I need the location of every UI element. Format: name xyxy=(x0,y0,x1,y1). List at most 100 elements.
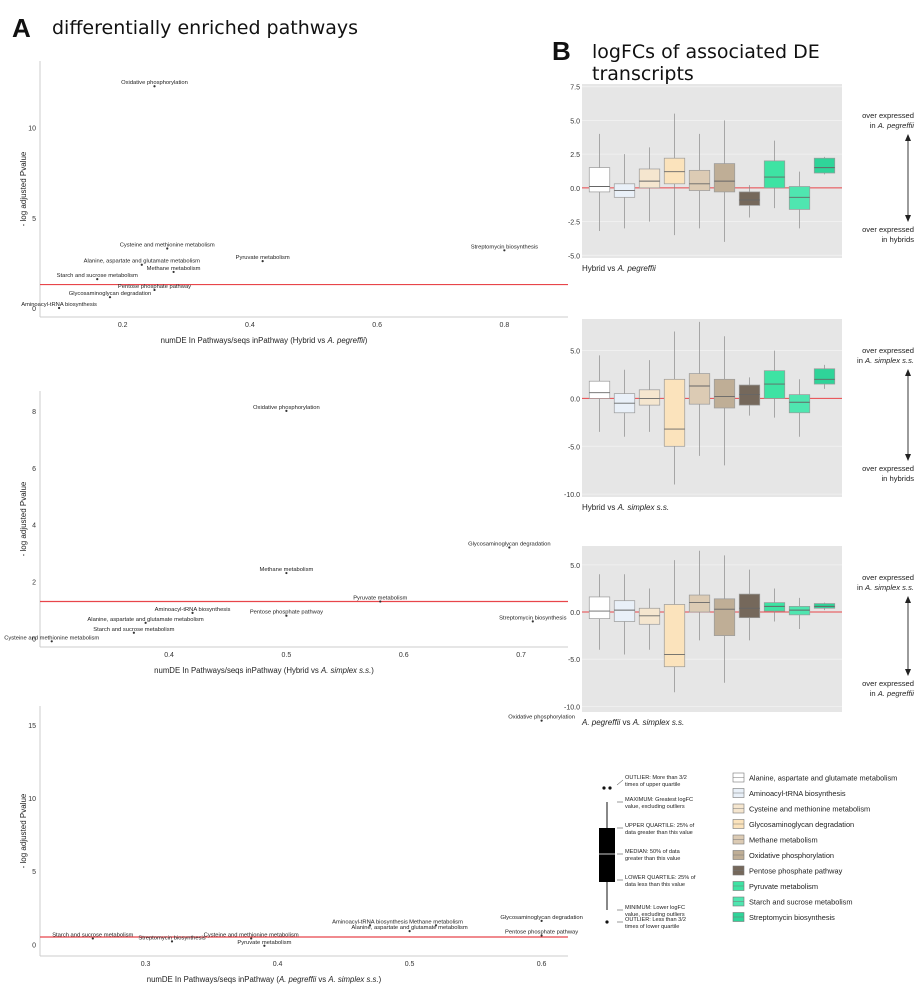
x-axis-title: A. pegreffii vs A. simplex s.s. xyxy=(581,718,684,727)
key-connector xyxy=(616,779,624,786)
point-label: Pyruvate metabolism xyxy=(237,940,291,946)
data-point xyxy=(166,247,169,250)
data-point xyxy=(540,934,543,937)
scatter-plot-hybrid-vs-simplex: 0 2 4 6 8 0.4 0.5 0.6 0.7 Oxidative phosphorylati… xyxy=(4,391,568,675)
x-tick-label: 0.6 xyxy=(537,961,547,968)
panel-a-letter: A xyxy=(12,13,31,43)
data-point xyxy=(57,306,61,310)
key-text: MINIMUM: Lower logFC xyxy=(625,905,685,911)
x-axis-title: numDE In Pathways/seqs inPathway (Hybrid… xyxy=(154,666,374,675)
scatter-plot-pegreffii-vs-simplex: 0 5 10 15 0.3 0.4 0.5 0.6 Oxidative phosphorylat… xyxy=(19,706,583,984)
key-text: value, excluding outliers xyxy=(625,804,685,810)
legend-label: Alanine, aspartate and glutamate metabol… xyxy=(749,774,897,783)
y-tick-label: 7.5 xyxy=(570,85,580,92)
point-label: Aminoacyl-tRNA biosynthesis xyxy=(155,607,231,613)
data-point xyxy=(250,937,253,940)
data-point xyxy=(285,571,288,575)
arrow-up-head xyxy=(905,596,911,603)
panel-b-title: logFCs of associated DE transcripts xyxy=(592,41,820,85)
legend-label: Streptomycin biosynthesis xyxy=(749,913,835,922)
point-label: Oxidative phosphorylation xyxy=(253,405,320,411)
x-tick-label: 0.2 xyxy=(118,322,128,329)
point-label: Oxidative phosphorylation xyxy=(508,715,575,721)
key-text: LOWER QUARTILE: 25% of xyxy=(625,875,696,881)
data-point xyxy=(140,263,143,266)
box xyxy=(738,593,761,619)
x-tick-label: 0.5 xyxy=(405,961,415,968)
lower-note-line2: in hybrids xyxy=(882,474,915,483)
point-label: Pentose phosphate pathway xyxy=(505,930,578,936)
box xyxy=(738,384,761,406)
lower-note-line1: over expressed xyxy=(862,464,914,473)
y-axis-title: - log adjusted Pvalue xyxy=(19,481,28,556)
legend-label: Pyruvate metabolism xyxy=(749,882,818,891)
data-point xyxy=(108,296,112,299)
point-label: Streptomycin biosynthesis xyxy=(471,244,538,250)
key-text: times of lower quartile xyxy=(625,924,679,930)
legend-label: Aminoacyl-tRNA biosynthesis xyxy=(749,789,846,798)
lower-note-line2: in hybrids xyxy=(882,235,915,244)
upper-note-line1: over expressed xyxy=(862,346,914,355)
arrow-down-head xyxy=(905,454,911,461)
panel-a-title: differentially enriched pathways xyxy=(52,17,359,39)
y-tick-label: -5.0 xyxy=(568,657,580,664)
box xyxy=(713,598,736,636)
x-tick-label: 0.5 xyxy=(282,652,292,659)
x-axis-title: numDE In Pathways/seqs inPathway (A. peg… xyxy=(147,975,382,984)
x-axis-title: Hybrid vs A. simplex s.s. xyxy=(582,503,669,512)
data-point xyxy=(263,944,266,947)
data-point xyxy=(50,640,53,643)
y-tick-label: 0.0 xyxy=(570,610,580,617)
lower-note-line1: over expressed xyxy=(862,679,914,688)
box xyxy=(638,168,661,189)
arrow-up-head xyxy=(905,369,911,376)
y-tick-label: 4 xyxy=(32,523,36,530)
y-tick-label: 5 xyxy=(32,216,36,223)
point-label: Oxidative phosphorylation xyxy=(121,80,188,86)
y-tick-label: 5.0 xyxy=(570,349,580,356)
key-text: MEDIAN: 50% of data xyxy=(625,849,681,855)
x-axis-title: numDE In Pathways/seqs inPathway (Hybrid… xyxy=(161,336,368,345)
key-text: times of upper quartile xyxy=(625,782,680,788)
box xyxy=(813,603,836,609)
key-text: OUTLIER: Less than 3/2 xyxy=(625,917,686,923)
plot-background xyxy=(582,546,842,712)
box xyxy=(763,160,786,189)
point-label: Methane metabolism xyxy=(259,567,313,573)
y-tick-label: 5.0 xyxy=(570,563,580,570)
data-point xyxy=(153,85,156,88)
y-tick-label: 5 xyxy=(32,869,36,876)
x-tick-label: 0.7 xyxy=(516,652,526,659)
y-tick-label: 0 xyxy=(32,306,36,313)
legend-label: Starch and sucrose metabolism xyxy=(749,898,853,907)
y-tick-label: 10 xyxy=(28,796,36,803)
key-text: greater than this value xyxy=(625,856,680,862)
key-text: data greater than this value xyxy=(625,830,693,836)
box xyxy=(713,163,736,193)
point-label: Cysteine and methionine metabolism xyxy=(4,635,99,641)
key-box xyxy=(599,828,615,882)
box xyxy=(588,167,611,193)
box xyxy=(788,186,811,210)
arrow-down-head xyxy=(905,669,911,676)
arrow-up-head xyxy=(905,134,911,141)
box xyxy=(763,370,786,399)
y-tick-label: 8 xyxy=(32,409,36,416)
legend-label: Cysteine and methionine metabolism xyxy=(749,805,870,814)
legend-label: Oxidative phosphorylation xyxy=(749,851,834,860)
data-point xyxy=(91,937,94,940)
point-label: Starch and sucrose metabolism xyxy=(57,273,138,279)
point-label: Starch and sucrose metabolism xyxy=(93,627,174,633)
box xyxy=(813,368,836,385)
data-point xyxy=(408,930,411,933)
box xyxy=(688,373,711,405)
y-tick-label: 2.5 xyxy=(570,152,580,159)
point-label: Pyruvate metabolism xyxy=(353,595,407,601)
data-point xyxy=(379,600,382,603)
box xyxy=(638,389,661,406)
box xyxy=(788,394,811,414)
x-tick-label: 0.4 xyxy=(245,322,255,329)
y-tick-label: 10 xyxy=(28,126,36,133)
